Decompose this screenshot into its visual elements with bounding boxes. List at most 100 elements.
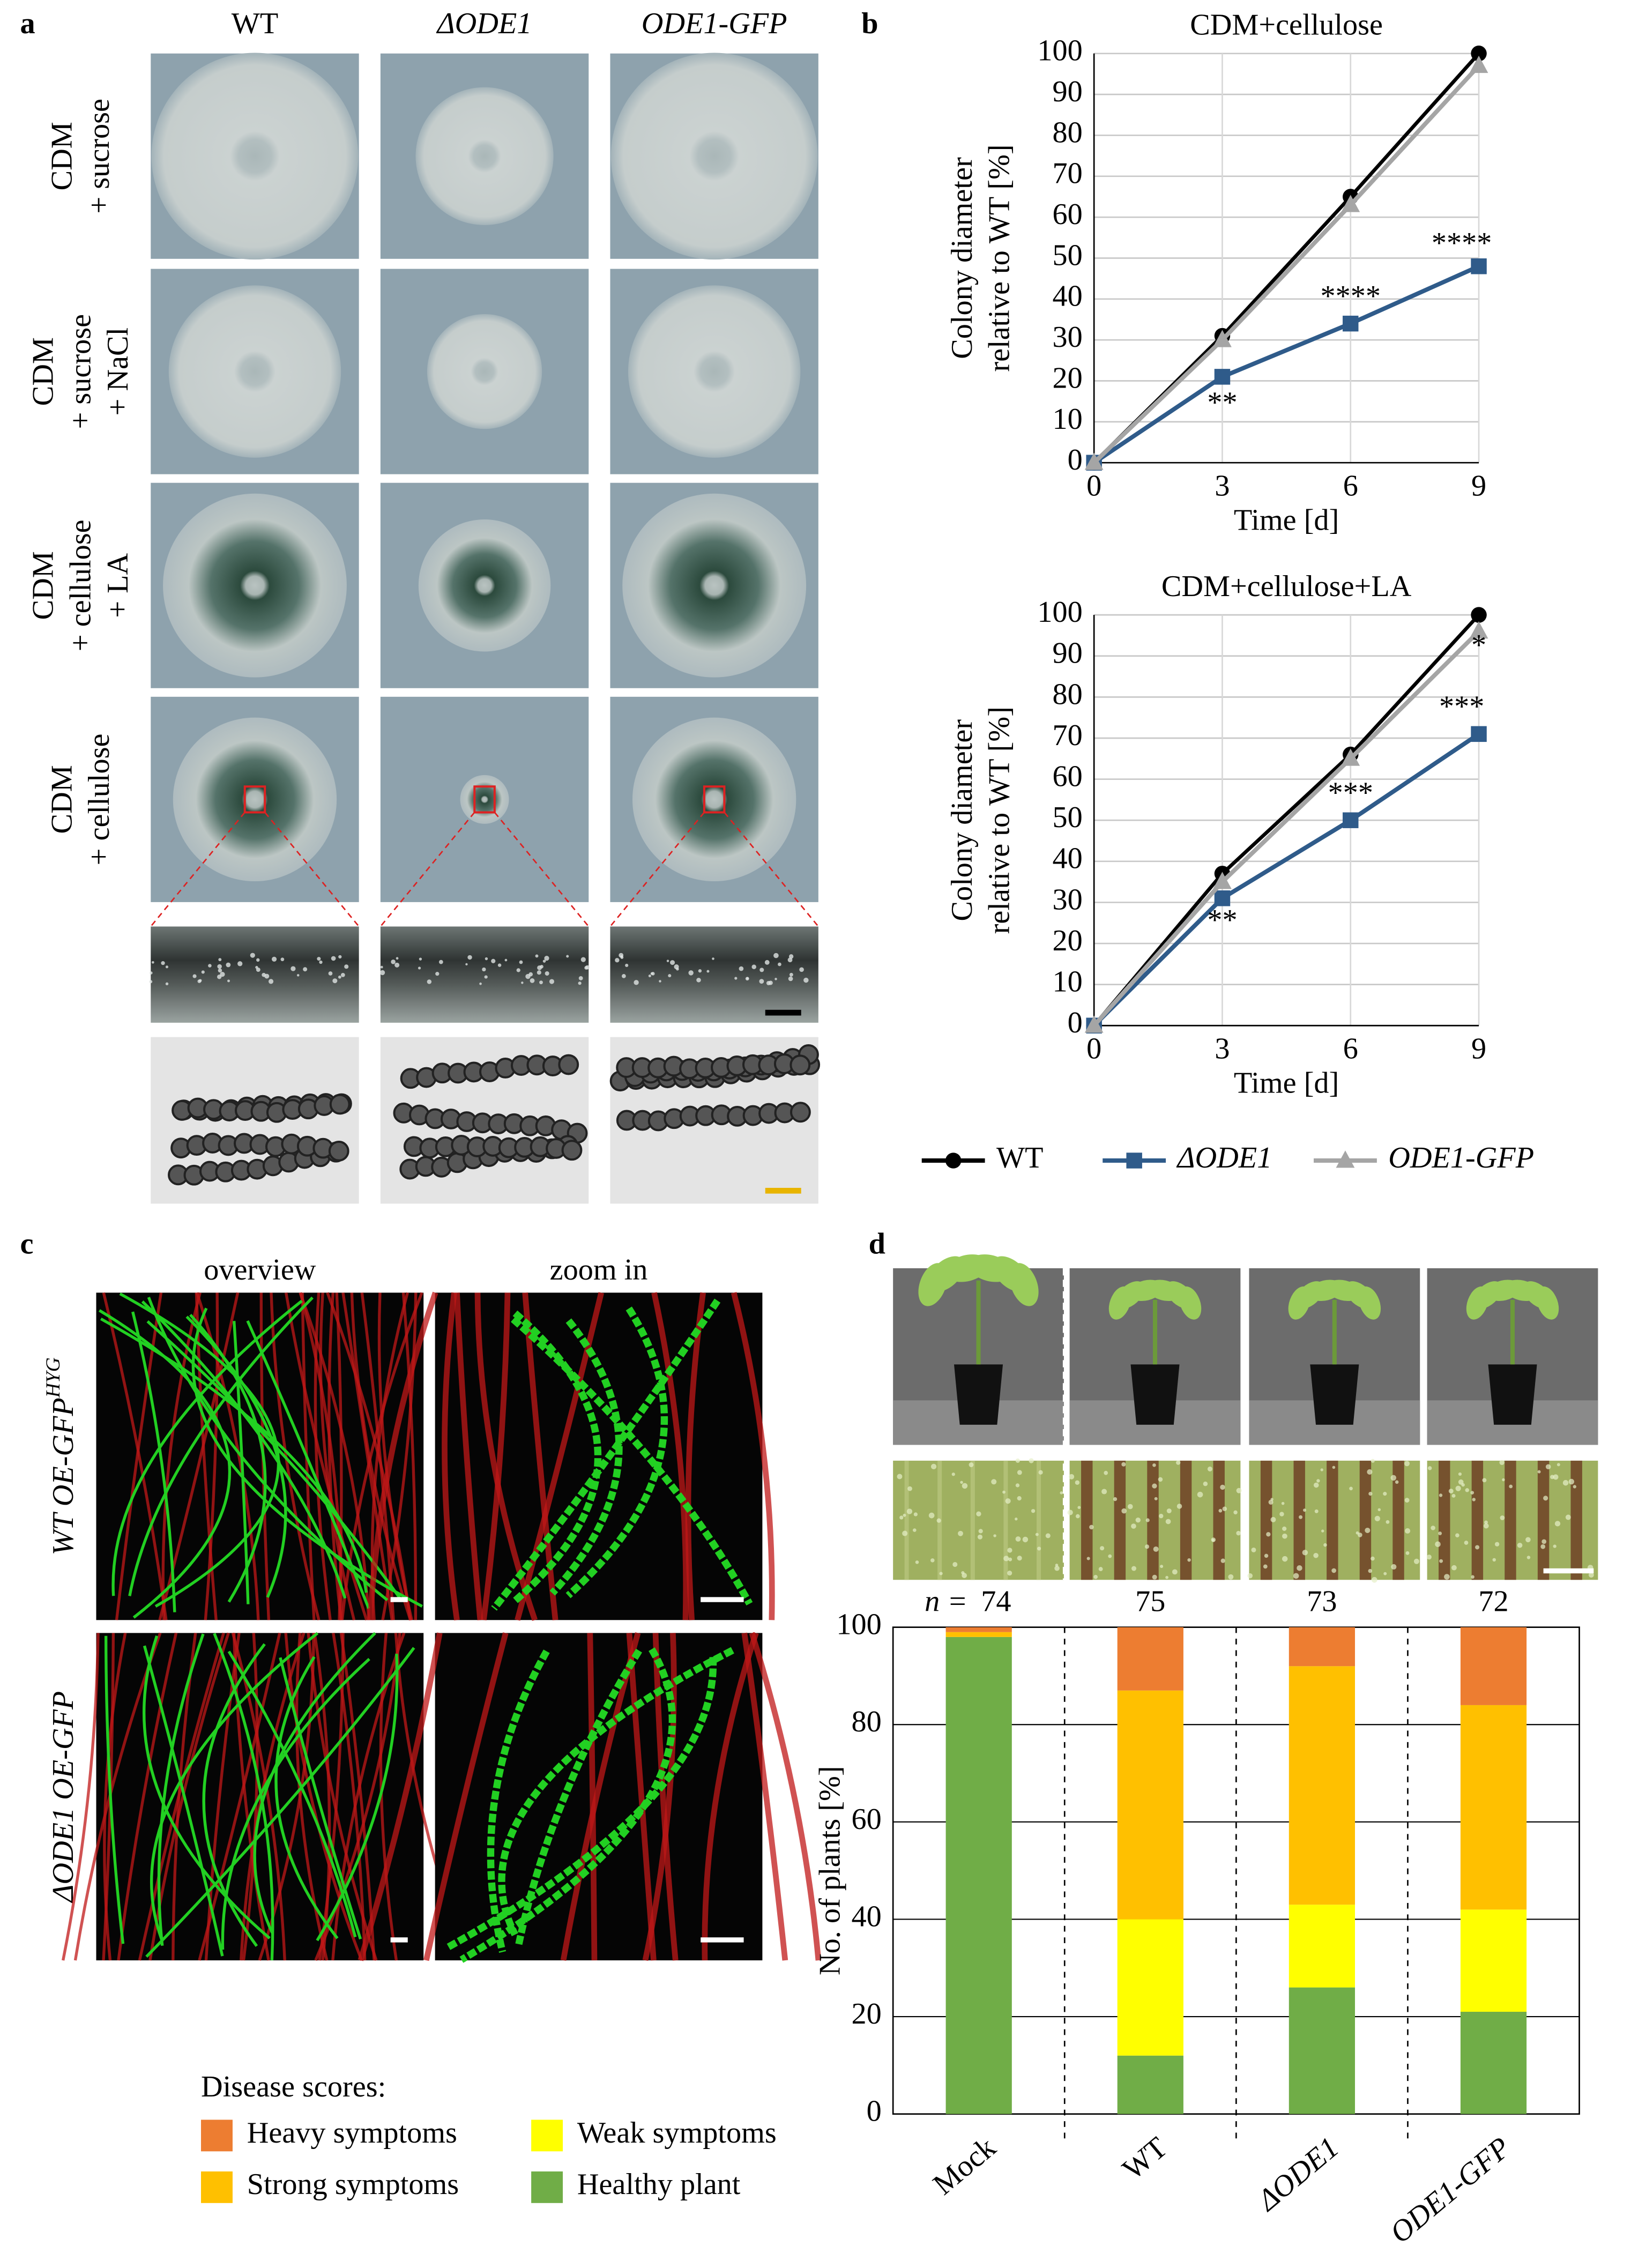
gfp-hypha — [232, 1321, 250, 1604]
speckle — [1313, 1482, 1319, 1488]
speckle — [976, 1511, 981, 1516]
gfp-hypha — [145, 1647, 415, 1958]
colony — [163, 493, 347, 678]
speckle — [1075, 1480, 1080, 1485]
speckle — [1015, 1536, 1021, 1542]
y-tick-label: 80 — [1052, 678, 1082, 711]
speckle — [379, 970, 385, 976]
bar-segment — [1117, 1690, 1183, 1920]
speckle — [435, 972, 440, 976]
speckle — [544, 955, 549, 961]
speckle — [268, 979, 274, 984]
scale-bar — [390, 1597, 408, 1602]
root-cell — [295, 1633, 329, 1961]
speckle — [1395, 1480, 1399, 1484]
speckle — [906, 1508, 913, 1514]
y-axis-label: Colony diameter — [945, 719, 979, 921]
speckle — [993, 1534, 996, 1537]
speckle — [1003, 1556, 1009, 1561]
speckle — [1233, 1510, 1238, 1515]
annotation: ** — [1207, 904, 1237, 937]
root-cell — [626, 1632, 657, 1961]
zoom-box — [703, 785, 726, 814]
vascular-stripe — [1213, 1460, 1225, 1580]
column-header: overview — [204, 1253, 316, 1287]
speckle — [218, 968, 222, 973]
root-cell — [367, 1291, 438, 1620]
speckle — [1483, 1523, 1489, 1529]
root-cell — [522, 1292, 558, 1620]
annotation: *** — [1439, 690, 1484, 723]
legend-swatch — [531, 2120, 563, 2152]
gfp-hypha — [316, 1653, 399, 1942]
vascular-stripe — [904, 1460, 909, 1580]
speckle — [634, 980, 639, 985]
y-tick-label: 90 — [1052, 75, 1082, 108]
y-tick-label: 0 — [867, 2095, 882, 2128]
speckle — [1007, 1571, 1012, 1576]
data-point — [1213, 330, 1232, 347]
root-cell — [741, 1632, 788, 1961]
speckle — [1293, 1573, 1299, 1579]
speckle — [1464, 1541, 1469, 1545]
speckle — [1127, 1504, 1133, 1509]
speckle — [1517, 1543, 1523, 1548]
speckle — [344, 964, 349, 969]
spore-cell — [329, 1094, 351, 1115]
speckle — [227, 979, 230, 983]
legend-swatch — [201, 2171, 233, 2203]
vascular-stripe — [1327, 1460, 1338, 1580]
speckle — [930, 1558, 935, 1563]
speckle — [897, 1474, 903, 1479]
row-label: + cellulose — [83, 734, 116, 866]
speckle — [1461, 1483, 1465, 1487]
speckle — [208, 964, 212, 968]
root-cell — [381, 1292, 418, 1620]
speckle — [1365, 1527, 1371, 1534]
speckle — [960, 1481, 963, 1484]
speckle — [1299, 1515, 1303, 1519]
series-line — [1092, 629, 1480, 1027]
speckle — [237, 961, 243, 966]
zoom-line — [264, 812, 360, 927]
speckle — [915, 1560, 919, 1564]
x-tick-label: 9 — [1471, 469, 1486, 502]
speckle — [1320, 1468, 1323, 1471]
bar-segment — [945, 1627, 1012, 1632]
speckle — [1465, 1488, 1469, 1492]
chart-title: CDM+cellulose — [1190, 8, 1383, 41]
speckle — [1017, 1496, 1022, 1501]
speckle — [951, 1473, 955, 1476]
root-cell — [332, 1632, 367, 1961]
speckle — [1266, 1532, 1271, 1537]
root-cell — [401, 1292, 418, 1620]
data-point — [1343, 315, 1359, 332]
speckle — [580, 957, 586, 962]
section-photo — [380, 926, 589, 1023]
scale-bar — [765, 1009, 801, 1016]
speckle — [1263, 1564, 1268, 1569]
section-photo — [151, 926, 359, 1023]
legend-label: WT — [996, 1141, 1043, 1174]
speckle — [1017, 1556, 1022, 1561]
speckle — [1067, 1509, 1073, 1515]
speckle — [537, 965, 542, 970]
speckle — [1371, 1577, 1377, 1583]
row-label: CDM — [27, 551, 60, 620]
speckle — [1100, 1546, 1105, 1551]
speckle — [1131, 1566, 1137, 1571]
root-cell — [319, 1292, 356, 1620]
speckle — [1152, 1483, 1157, 1489]
speckle — [773, 953, 779, 958]
bar-segment — [1289, 1627, 1356, 1667]
gfp-hypha — [157, 1633, 205, 1946]
speckle — [1236, 1530, 1241, 1536]
speckle — [578, 976, 583, 980]
speckle — [497, 963, 502, 967]
panel-label: d — [869, 1228, 885, 1261]
speckle — [1458, 1479, 1464, 1485]
colony — [173, 717, 337, 882]
vascular-stripe — [1180, 1460, 1192, 1580]
y-tick-label: 60 — [851, 1803, 881, 1836]
legend-label: Strong symptoms — [247, 2168, 459, 2201]
